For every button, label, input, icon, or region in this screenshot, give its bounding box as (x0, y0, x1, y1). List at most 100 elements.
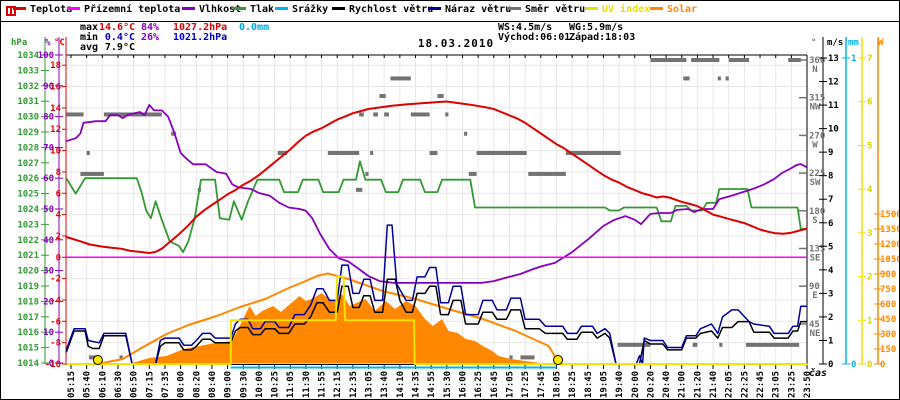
svg-text:NW: NW (810, 103, 821, 113)
svg-text:1030: 1030 (17, 113, 39, 123)
svg-text:315: 315 (809, 94, 825, 104)
svg-text:20:20: 20:20 (646, 371, 656, 398)
svg-text:22:05: 22:05 (725, 371, 735, 398)
svg-text:4: 4 (828, 266, 834, 276)
svg-text:18:05: 18:05 (552, 371, 562, 398)
svg-text:SW: SW (810, 178, 821, 188)
svg-text:10: 10 (828, 125, 839, 135)
svg-text:12: 12 (50, 125, 61, 135)
svg-text:-10: -10 (45, 360, 61, 370)
svg-text:E: E (812, 291, 817, 301)
legend-item-naraz-vetru: Náraz větru (428, 4, 511, 18)
svg-text:45: 45 (809, 320, 820, 330)
svg-text:08:40: 08:40 (208, 371, 218, 398)
stat-wind-gust-avg: WG:5.9m/s (569, 22, 624, 33)
svg-text:2: 2 (56, 232, 61, 242)
svg-text:10: 10 (50, 147, 61, 157)
svg-text:6: 6 (828, 219, 833, 229)
stat-avg-label: avg (80, 42, 99, 53)
humidity-line-swatch (182, 6, 195, 10)
stat-min-temp: 0.4°C (104, 32, 135, 43)
svg-text:80: 80 (43, 113, 54, 123)
svg-text:11: 11 (828, 101, 839, 111)
svg-text:10:00: 10:00 (255, 371, 265, 398)
svg-text:17:45: 17:45 (537, 371, 547, 398)
svg-text:-4: -4 (50, 296, 61, 306)
wind-gust-line-swatch (428, 6, 441, 10)
svg-text:10: 10 (43, 328, 54, 338)
svg-text:05:40: 05:40 (83, 371, 93, 398)
svg-text:70: 70 (43, 143, 54, 153)
svg-text:12:35: 12:35 (349, 371, 359, 398)
svg-text:17:05: 17:05 (505, 371, 515, 398)
legend-label: Směr větru (525, 4, 586, 15)
svg-text:S: S (812, 216, 817, 226)
svg-text:1024: 1024 (17, 205, 39, 215)
svg-text:21:00: 21:00 (678, 371, 688, 398)
svg-text:1: 1 (867, 316, 872, 326)
solar-line-swatch (650, 6, 663, 10)
svg-text:90: 90 (809, 282, 820, 292)
svg-text:9: 9 (828, 148, 833, 158)
svg-text:1023: 1023 (17, 220, 39, 230)
svg-text:1014: 1014 (17, 359, 39, 369)
x-axis-label: čas (809, 368, 828, 379)
svg-text:W: W (812, 140, 818, 150)
svg-text:5: 5 (828, 242, 833, 252)
svg-text:1033: 1033 (17, 66, 39, 76)
pressure-line-swatch (233, 6, 246, 10)
winddir-axis-unit: ° (811, 38, 817, 48)
legend-label: Náraz větru (445, 4, 512, 15)
svg-text:0: 0 (880, 360, 885, 370)
legend-bar: Teplota Přízemní teplota Vlhkost Tlak Sr… (1, 1, 899, 22)
legend-label: Vlhkost (199, 4, 242, 15)
svg-text:3: 3 (867, 229, 872, 239)
svg-text:6: 6 (56, 189, 61, 199)
svg-text:100: 100 (38, 51, 54, 61)
mm-axis-unit: mm (848, 38, 859, 48)
legend-item-prizemni-teplota: Přízemní teplota (67, 4, 180, 18)
svg-text:18:25: 18:25 (568, 371, 578, 398)
ms-axis-unit: m/s (827, 38, 844, 48)
legend-item-teplota: Teplota (13, 4, 72, 18)
svg-text:1500: 1500 (880, 210, 900, 220)
svg-text:06:30: 06:30 (114, 371, 124, 398)
svg-text:23:25: 23:25 (787, 371, 797, 398)
legend-label: Solar (667, 4, 698, 15)
legend-label: Přízemní teplota (84, 4, 181, 15)
svg-text:09:00: 09:00 (224, 371, 234, 398)
svg-text:1034: 1034 (17, 51, 39, 61)
svg-text:360: 360 (809, 56, 825, 66)
svg-text:NE: NE (810, 329, 821, 339)
stat-min-label: min (80, 32, 99, 43)
stat-max-pressure: 1027.2hPa (173, 22, 228, 33)
svg-text:08:20: 08:20 (192, 371, 202, 398)
svg-text:1020: 1020 (17, 267, 39, 277)
svg-text:8: 8 (828, 172, 833, 182)
wind-dir-line-swatch (508, 6, 521, 10)
svg-text:19:40: 19:40 (615, 371, 625, 398)
svg-text:0: 0 (49, 359, 54, 369)
svg-text:60: 60 (43, 174, 54, 184)
legend-item-srazky: Srážky (275, 4, 328, 18)
svg-text:900: 900 (880, 270, 896, 280)
svg-text:18: 18 (50, 61, 61, 71)
svg-text:5: 5 (867, 141, 872, 151)
svg-text:750: 750 (880, 285, 896, 295)
legend-label: Srážky (292, 4, 329, 15)
svg-text:11:55: 11:55 (318, 371, 328, 398)
svg-text:18:45: 18:45 (584, 371, 594, 398)
svg-text:6: 6 (867, 98, 872, 108)
svg-text:300: 300 (880, 330, 896, 340)
svg-text:12: 12 (828, 78, 839, 88)
svg-text:1029: 1029 (17, 128, 39, 138)
legend-label: Tlak (250, 4, 275, 15)
svg-text:1350: 1350 (880, 225, 900, 235)
svg-text:225: 225 (809, 169, 825, 179)
stat-precip-total: 0.0mm (239, 22, 270, 33)
svg-text:4: 4 (56, 211, 62, 221)
legend-label: Teplota (30, 4, 73, 15)
svg-text:09:30: 09:30 (239, 371, 249, 398)
svg-text:7: 7 (828, 195, 833, 205)
